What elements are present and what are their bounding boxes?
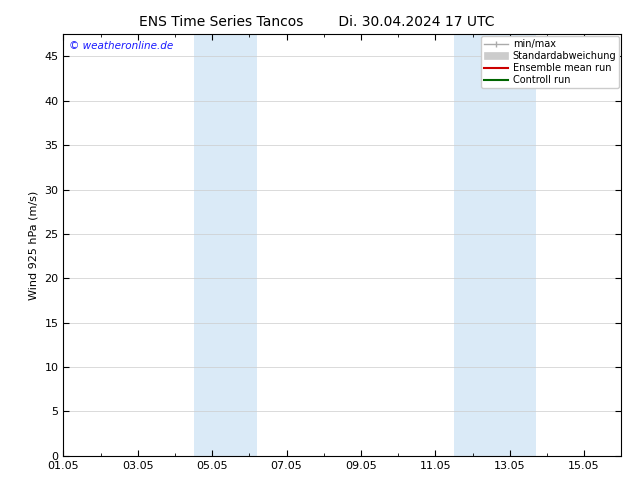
Text: ENS Time Series Tancos        Di. 30.04.2024 17 UTC: ENS Time Series Tancos Di. 30.04.2024 17… [139, 15, 495, 29]
Y-axis label: Wind 925 hPa (m/s): Wind 925 hPa (m/s) [29, 191, 39, 299]
Text: © weatheronline.de: © weatheronline.de [69, 41, 173, 50]
Bar [454, 34, 536, 456]
Bar [193, 34, 257, 456]
Legend: min/max, Standardabweichung, Ensemble mean run, Controll run: min/max, Standardabweichung, Ensemble me… [481, 36, 619, 88]
